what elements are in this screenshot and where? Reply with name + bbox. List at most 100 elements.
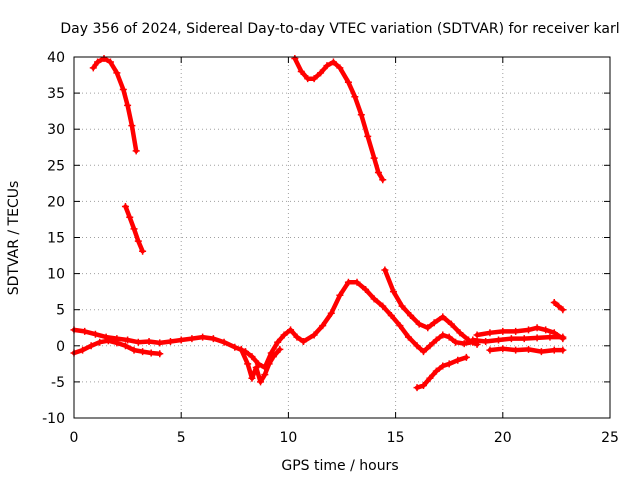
data-point	[91, 330, 99, 338]
data-point	[156, 350, 164, 358]
data-point	[370, 154, 378, 162]
series-line	[382, 267, 480, 347]
data-point	[533, 334, 541, 342]
data-point	[404, 333, 412, 341]
data-point	[512, 346, 520, 354]
data-point	[280, 331, 288, 339]
series-arc-2	[121, 202, 147, 255]
y-tick-label: 15	[47, 231, 65, 247]
data-point	[426, 374, 434, 382]
data-point	[525, 345, 533, 353]
data-point	[462, 353, 470, 361]
data-point	[336, 291, 344, 299]
data-point	[102, 333, 110, 341]
data-point	[147, 349, 155, 357]
data-point	[364, 132, 372, 140]
data-point	[415, 320, 423, 328]
data-series	[70, 54, 567, 392]
series-arc-6	[70, 326, 307, 371]
data-point	[310, 75, 318, 83]
data-point	[89, 64, 97, 72]
data-point	[188, 335, 196, 343]
data-point	[559, 346, 567, 354]
data-point	[344, 278, 352, 286]
data-point	[156, 339, 164, 347]
data-point	[257, 378, 265, 386]
data-point	[357, 111, 365, 119]
data-point	[537, 348, 545, 356]
data-point	[546, 333, 554, 341]
y-tick-label: 30	[47, 122, 65, 138]
data-point	[329, 58, 337, 66]
data-point	[248, 353, 256, 361]
data-point	[379, 302, 387, 310]
data-point	[265, 360, 273, 368]
data-point	[274, 338, 282, 346]
data-point	[499, 345, 507, 353]
data-point	[456, 329, 464, 337]
data-point	[299, 337, 307, 345]
y-tick-label: 20	[47, 194, 65, 210]
data-point	[550, 298, 558, 306]
data-point	[79, 346, 87, 354]
series-arc-13	[550, 298, 567, 314]
data-point	[336, 64, 344, 72]
data-point	[121, 342, 129, 350]
x-tick-label: 20	[494, 430, 512, 446]
data-point	[430, 319, 438, 327]
y-tick-label: 0	[56, 339, 65, 355]
data-point	[559, 335, 567, 343]
data-point	[319, 322, 327, 330]
data-point	[199, 333, 207, 341]
data-point	[439, 331, 447, 339]
data-point	[542, 326, 550, 334]
data-point	[353, 278, 361, 286]
data-point	[96, 338, 104, 346]
axis-ticks	[73, 56, 611, 419]
series-arc-12	[486, 345, 567, 356]
x-tick-labels: 0 5 10 15 20 25	[70, 430, 619, 446]
data-point	[177, 336, 185, 344]
series-arc-11	[473, 324, 567, 343]
data-point	[370, 295, 378, 303]
data-point	[452, 338, 460, 346]
series-arc-9	[413, 353, 470, 392]
data-point	[124, 101, 132, 109]
data-point	[525, 326, 533, 334]
data-point	[381, 266, 389, 274]
data-point	[231, 343, 239, 351]
data-point	[439, 362, 447, 370]
data-point	[209, 335, 217, 343]
data-point	[379, 176, 387, 184]
x-tick-label: 25	[601, 430, 619, 446]
data-point	[520, 335, 528, 343]
x-tick-label: 15	[387, 430, 405, 446]
data-point	[128, 122, 136, 130]
data-point	[134, 237, 142, 245]
data-point	[269, 353, 277, 361]
data-point	[387, 311, 395, 319]
data-point	[424, 324, 432, 332]
data-point	[362, 285, 370, 293]
data-point	[220, 338, 228, 346]
data-point	[327, 309, 335, 317]
data-point	[113, 69, 121, 77]
data-point	[254, 360, 262, 368]
data-point	[559, 306, 567, 314]
data-point	[252, 363, 260, 371]
data-point	[550, 346, 558, 354]
data-point	[166, 337, 174, 345]
data-point	[130, 346, 138, 354]
data-point	[398, 302, 406, 310]
data-point	[134, 338, 142, 346]
data-point	[460, 340, 468, 348]
data-point	[132, 147, 140, 155]
series-arc-4	[381, 266, 481, 348]
x-axis-label: GPS time / hours	[281, 458, 398, 474]
data-point	[317, 69, 325, 77]
data-point	[113, 335, 121, 343]
x-tick-label: 0	[70, 430, 79, 446]
data-point	[447, 320, 455, 328]
